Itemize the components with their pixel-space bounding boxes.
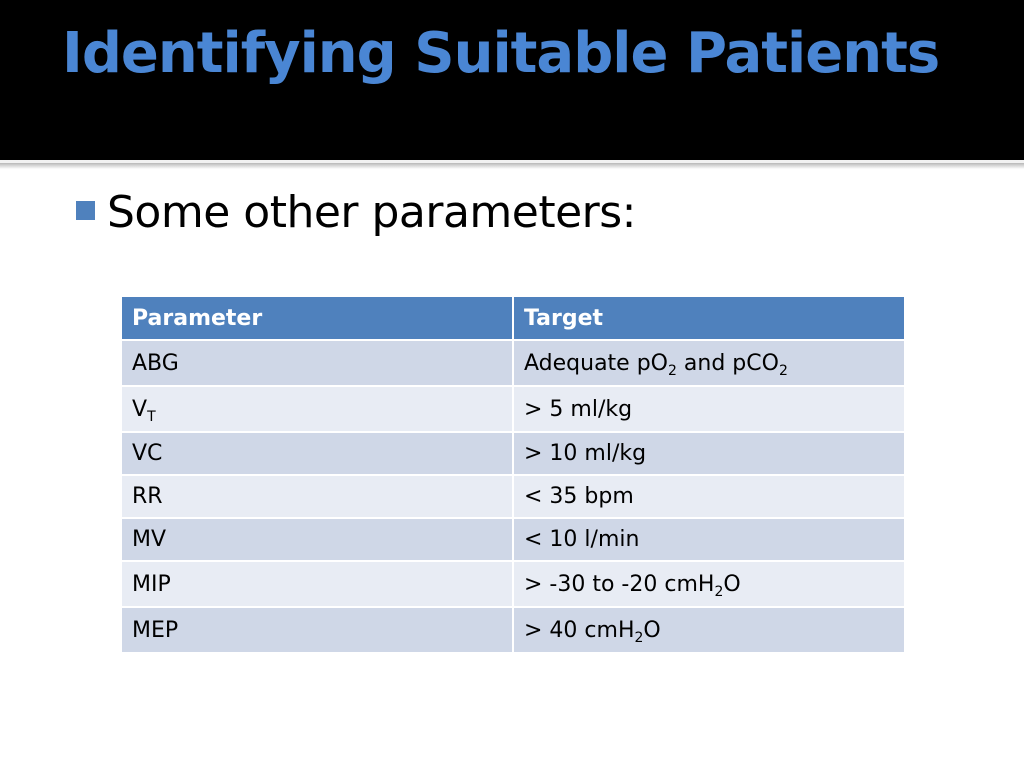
target-subscript: 2 [714,583,724,600]
target-cell: Adequate pO2 and pCO2 [512,339,906,387]
column-header-parameter: Parameter [120,295,514,341]
slide-title: Identifying Suitable Patients [62,21,940,86]
target-text: O [643,617,661,643]
parameter-subscript: T [147,408,156,425]
square-bullet-icon [76,200,95,220]
title-divider [0,160,1024,163]
table-row: MIP > -30 to -20 cmH2O [120,560,906,608]
target-text: > 5 ml/kg [524,396,633,422]
target-cell: < 10 l/min [512,517,906,562]
table-body: ABG Adequate pO2 and pCO2 VT > 5 ml/kg VC > 1… [120,339,906,654]
table-row: MV < 10 l/min [120,517,906,562]
table-row: ABG Adequate pO2 and pCO2 [120,339,906,387]
target-subscript: 2 [634,629,644,646]
parameter-cell: MV [120,517,514,562]
parameter-cell: VC [120,431,514,476]
target-cell: < 35 bpm [512,474,906,519]
parameter-cell: MIP [120,560,514,608]
target-cell: > 40 cmH2O [512,606,906,654]
parameter-cell: RR [120,474,514,519]
parameters-table: Parameter Target ABG Adequate pO2 and pCO… [120,295,906,654]
target-subscript: 2 [778,362,788,379]
parameter-cell: MEP [120,606,514,654]
parameter-name: MIP [132,571,171,597]
table-row: VC > 10 ml/kg [120,431,906,476]
parameter-name: V [132,396,148,422]
table-row: MEP > 40 cmH2O [120,606,906,654]
parameter-name: MEP [132,617,179,643]
target-text: > 10 ml/kg [524,441,647,466]
target-text: < 35 bpm [524,484,634,509]
parameter-name: RR [132,484,163,509]
target-cell: > 5 ml/kg [512,385,906,433]
parameter-name: MV [132,527,167,552]
target-cell: > -30 to -20 cmH2O [512,560,906,608]
bullet-text: Some other parameters: [107,186,637,238]
parameter-cell: ABG [120,339,514,387]
target-text: O [723,571,741,597]
table-header-row: Parameter Target [120,295,906,341]
parameter-name: VC [132,441,163,466]
bullet-item: Some other parameters: [76,187,637,238]
column-header-target: Target [512,295,906,341]
target-subscript: 2 [668,362,677,379]
target-text: and pCO [676,350,779,376]
table-row: RR < 35 bpm [120,474,906,519]
title-divider-shadow [0,163,1024,169]
title-band [0,0,1024,160]
target-text: Adequate pO [524,350,668,376]
target-cell: > 10 ml/kg [512,431,906,476]
target-text: > 40 cmH [524,617,635,643]
target-text: < 10 l/min [524,527,640,552]
table-row: VT > 5 ml/kg [120,385,906,433]
target-text: > -30 to -20 cmH [524,571,715,597]
parameter-name: ABG [132,350,179,376]
parameter-cell: VT [120,385,514,433]
